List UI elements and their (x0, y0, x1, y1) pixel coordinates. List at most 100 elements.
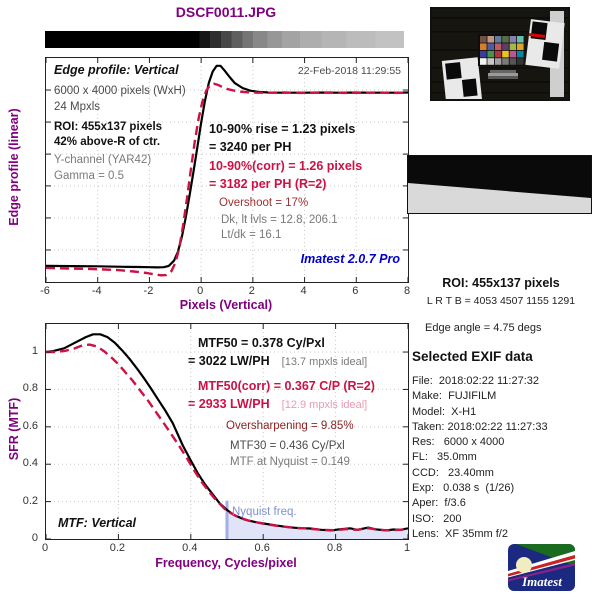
edge-x-axis-ticks: -6 -4 -2 0 2 4 6 8 (40, 285, 411, 299)
y-tick-label: 0.8 (22, 382, 38, 395)
exif-line: File: 2018:02:22 11:27:32 (412, 375, 540, 387)
mtf50-ideal-note: [13.7 mpxls ideal] (281, 356, 368, 368)
x-tick-label: 1 (403, 542, 411, 554)
color-checker-patch (509, 43, 517, 50)
edge-x-axis-label: Pixels (Vertical) (179, 298, 273, 312)
scene-thumbnail (430, 7, 570, 105)
color-checker-patch (509, 36, 517, 43)
color-checker-patch (487, 36, 494, 43)
color-checker-patch (494, 43, 502, 50)
mtf-y-axis-ticks: 0 0.2 0.4 0.6 0.8 1 (4, 323, 42, 544)
color-checker-patch (480, 43, 487, 50)
mtf-y-axis-label: SFR (MTF) (7, 397, 21, 461)
exif-line: FL: 35.0mm (412, 451, 477, 464)
x-tick-label: -4 (91, 285, 102, 297)
x-tick-label: -6 (40, 285, 50, 297)
channel-line: Y-channel (YAR42) (54, 154, 152, 166)
page-title: DSCF0011.JPG (175, 4, 277, 20)
oversharpening-line: Oversharpening = 9.85% (226, 420, 354, 432)
right-checker-card (525, 19, 565, 69)
mtf50-corr-line-1: MTF50(corr) = 0.367 C/P (R=2) (198, 379, 375, 393)
exif-line: Aper: f/3.6 (412, 497, 466, 510)
x-tick-label: 0.4 (182, 542, 198, 554)
color-checker-patch (494, 36, 502, 43)
imatest-logo-image: Imatest (508, 544, 575, 591)
imatest-version-watermark: Imatest 2.0.7 Pro (300, 252, 400, 266)
scene-thumbnail-image (432, 9, 568, 105)
overshoot-line: Overshoot = 17% (219, 197, 309, 209)
color-checker-patch (502, 43, 509, 50)
red-marker-line (528, 32, 546, 38)
tonal-gradient-strip (45, 31, 404, 48)
color-checker-patch (494, 50, 502, 58)
x-tick-label: 6 (352, 285, 359, 297)
mtf50-line-2: = 3022 LW/PH [13.7 mpxls ideal] (188, 354, 368, 368)
exif-section-title: Selected EXIF data (412, 349, 533, 364)
light-dark-ratio-line: Lt/dk = 16.1 (221, 229, 282, 241)
x-tick-label: 8 (403, 285, 411, 297)
color-checker-patch (487, 43, 494, 50)
capture-date: 22-Feb-2018 11:29:55 (297, 65, 401, 77)
edge-roi-thumbnail (407, 155, 592, 214)
roi-line-2: 42% above-R of ctr. (54, 136, 161, 148)
color-checker-patch (480, 58, 487, 65)
color-checker-patch (480, 36, 487, 43)
edge-y-axis-label: Edge profile (linear) (7, 108, 21, 226)
mtf-curves (46, 324, 408, 539)
color-checker-patch (502, 58, 509, 65)
roi-line-1: ROI: 455x137 pixels (54, 121, 163, 133)
levels-line: Dk, lt lvls = 12.8, 206.1 (221, 214, 338, 226)
x-tick-label: 0.6 (254, 542, 270, 554)
color-checker-patch (517, 58, 524, 65)
color-checker-patch (517, 43, 524, 50)
imatest-logo-text: Imatest (521, 574, 562, 589)
y-tick-label: 0.4 (22, 457, 38, 470)
roi-size-title: ROI: 455x137 pixels (442, 276, 560, 290)
imatest-logo: Imatest (508, 544, 575, 591)
x-tick-label: 4 (300, 285, 307, 297)
color-checker (480, 36, 524, 65)
rise-line-1: 10-90% rise = 1.23 pixels (209, 122, 356, 136)
edge-angle-line: Edge angle = 4.75 degs (425, 322, 542, 334)
mtf-x-axis-ticks: 0 0.2 0.4 0.6 0.8 1 (42, 542, 411, 556)
mtf50-corr-line-2: = 2933 LW/PH [12.9 mpxls ideal] (188, 397, 368, 411)
color-checker-patch (517, 36, 524, 43)
edge-profile-chart: Edge profile: Vertical 22-Feb-2018 11:29… (45, 57, 409, 283)
gamma-line: Gamma = 0.5 (54, 170, 124, 182)
color-checker-patch (487, 58, 494, 65)
color-checker-patch (509, 58, 517, 65)
left-checker-card (441, 57, 483, 105)
y-tick-label: 0.6 (22, 419, 38, 432)
nyquist-frequency-label: Nyquist freq. (232, 506, 297, 518)
rise-line-2: = 3240 per PH (209, 140, 292, 154)
mtf-x-axis-label: Frequency, Cycles/pixel (155, 556, 297, 570)
rise-corr-line-1: 10-90%(corr) = 1.26 pixels (209, 159, 363, 173)
exif-data-list: File: 2018:02:22 11:27:32 Make: FUJIFILM M… (412, 374, 548, 542)
color-checker-patch (480, 50, 487, 58)
mtf-at-nyquist-line: MTF at Nyquist = 0.149 (230, 456, 350, 468)
color-checker-patch (502, 36, 509, 43)
megapixels-line: 24 Mpxls (54, 101, 101, 113)
x-tick-label: -2 (143, 285, 154, 297)
mtf30-line: MTF30 = 0.436 Cy/Pxl (230, 440, 345, 452)
edge-profile-curves (46, 58, 408, 282)
x-tick-label: 2 (248, 285, 255, 297)
mtf-corner-label: MTF: Vertical (58, 516, 137, 530)
x-tick-label: 0.8 (326, 542, 343, 554)
rise-corr-line-2: = 3182 per PH (R=2) (209, 177, 327, 191)
exif-line: Res: 6000 x 4000 (412, 436, 505, 449)
exif-line: Lens: XF 35mm f/2 (412, 527, 508, 540)
color-checker-patch (494, 58, 502, 65)
exif-line: Taken: 2018:02:22 11:27:33 (412, 420, 548, 433)
y-tick-label: 0.2 (22, 494, 38, 507)
exif-line: CCD: 23.40mm (412, 466, 494, 479)
mtf50-corr-ideal-note: [12.9 mpxls ideal] (281, 399, 368, 411)
y-tick-label: 1 (31, 345, 38, 358)
edge-plot-title: Edge profile: Vertical (54, 63, 179, 77)
color-checker-patch (509, 50, 517, 58)
color-checker-patch (517, 50, 524, 58)
exif-line: ISO: 200 (412, 512, 462, 525)
resolution-line: 6000 x 4000 pixels (WxH) (54, 85, 186, 97)
exif-line: Model: X-H1 (412, 405, 477, 418)
x-tick-label: 0 (197, 285, 204, 297)
